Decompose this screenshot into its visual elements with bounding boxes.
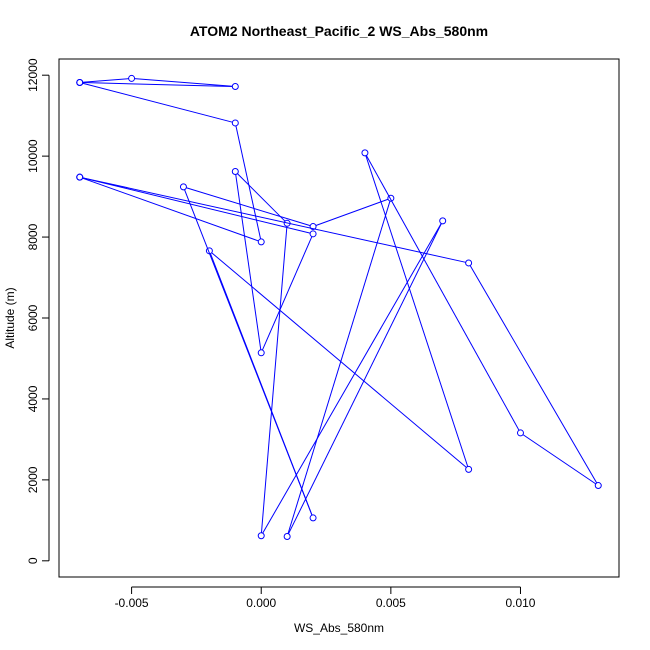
data-point xyxy=(257,349,265,357)
series-segment xyxy=(235,125,262,240)
series-segment xyxy=(261,236,313,351)
series-segment xyxy=(186,187,311,227)
series-segment xyxy=(315,198,389,226)
data-point xyxy=(231,168,239,176)
series-segment xyxy=(287,200,391,534)
series-segment xyxy=(235,174,262,350)
data-point xyxy=(128,74,136,82)
data-point xyxy=(231,119,239,127)
series-segment xyxy=(211,252,467,468)
data-point xyxy=(309,230,317,238)
y-axis: 0 2000 4000 6000 8000 10000 12000 xyxy=(26,58,50,564)
series-segment xyxy=(288,223,442,535)
series-segment xyxy=(522,434,597,485)
data-point xyxy=(257,532,265,540)
chart-title: ATOM2 Northeast_Pacific_2 WS_Abs_580nm xyxy=(190,23,488,39)
data-point xyxy=(361,149,369,157)
y-tick-label: 2000 xyxy=(26,466,40,493)
data-point xyxy=(465,465,473,473)
series-segment xyxy=(82,82,233,123)
data-point xyxy=(257,238,265,246)
data-point xyxy=(76,78,84,86)
series-segment xyxy=(365,155,469,467)
data-point xyxy=(309,223,317,231)
data-point xyxy=(231,83,239,91)
y-tick-label: 10000 xyxy=(26,139,40,173)
series-segment xyxy=(209,253,313,516)
data-point xyxy=(283,533,291,541)
x-tick-label: 0.005 xyxy=(376,596,406,610)
data-point xyxy=(594,482,602,490)
data-point xyxy=(179,183,187,191)
series-segment xyxy=(82,177,311,234)
y-tick-label: 0 xyxy=(26,557,40,564)
y-axis-label: Altitude (m) xyxy=(3,287,17,348)
x-tick-label: 0.010 xyxy=(505,596,535,610)
series-segment xyxy=(82,177,466,263)
x-tick-label: -0.005 xyxy=(115,596,149,610)
data-point xyxy=(465,259,473,267)
series-segment xyxy=(82,177,259,242)
series-segment xyxy=(82,82,233,87)
series-segment xyxy=(260,226,288,533)
x-axis: -0.005 0.000 0.005 0.010 xyxy=(115,586,536,610)
y-tick-label: 12000 xyxy=(26,58,40,92)
y-tick-label: 6000 xyxy=(26,304,40,331)
data-point xyxy=(387,194,395,202)
data-point xyxy=(283,219,291,227)
series-segment xyxy=(82,78,129,83)
data-point xyxy=(439,217,447,225)
series-points xyxy=(76,74,602,541)
plot-frame xyxy=(58,58,620,578)
series-segment xyxy=(237,173,286,222)
x-axis-label: WS_Abs_580nm xyxy=(294,621,384,635)
data-point xyxy=(516,429,524,437)
series-lines xyxy=(82,78,598,535)
series-segment xyxy=(469,265,598,484)
x-tick-label: 0.000 xyxy=(246,596,276,610)
data-point xyxy=(76,173,84,181)
data-point xyxy=(205,247,213,255)
series-segment xyxy=(262,223,442,534)
data-point xyxy=(309,514,317,522)
y-tick-label: 4000 xyxy=(26,385,40,412)
series-segment xyxy=(134,78,233,87)
y-tick-label: 8000 xyxy=(26,223,40,250)
